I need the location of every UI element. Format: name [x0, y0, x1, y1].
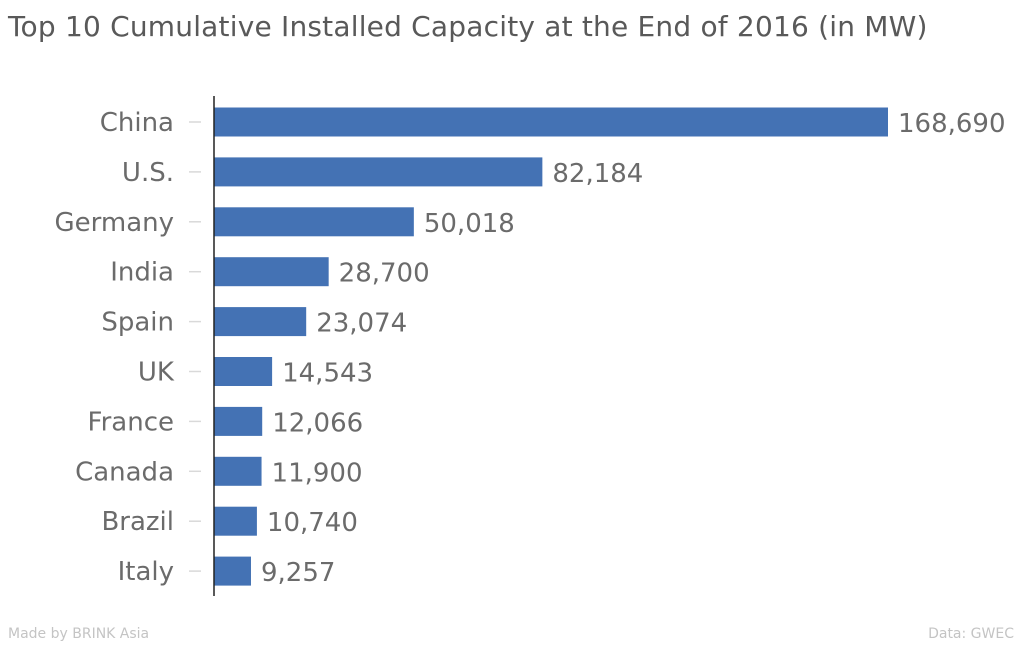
- bar-u-s: [214, 157, 543, 187]
- bar-india: [214, 257, 329, 287]
- value-label: 11,900: [272, 458, 363, 488]
- chart-title: Top 10 Cumulative Installed Capacity at …: [8, 10, 928, 43]
- bar-italy: [214, 556, 251, 586]
- source-text: Data: GWEC: [928, 626, 1014, 642]
- value-label: 10,740: [267, 508, 358, 538]
- tick-marks-layer: [189, 121, 201, 572]
- bar-germany: [214, 207, 414, 237]
- value-label: 28,700: [339, 259, 430, 289]
- bar-france: [214, 406, 263, 436]
- bar-spain: [214, 307, 307, 337]
- category-label: France: [88, 407, 174, 437]
- category-label: UK: [138, 358, 175, 388]
- credit-text: Made by BRINK Asia: [8, 626, 150, 642]
- category-labels-layer: China U.S. Germany India Spain UK France Canada…: [54, 108, 174, 587]
- category-label: China: [100, 108, 174, 138]
- category-label: India: [110, 258, 174, 288]
- value-labels-layer: 168,690 82,184 50,018 28,700 23,074 14,543 12,…: [261, 109, 1006, 588]
- bar-brazil: [214, 506, 257, 536]
- bar-china: [214, 107, 888, 137]
- value-label: 168,690: [898, 109, 1006, 139]
- value-label: 14,543: [282, 359, 373, 389]
- value-label: 9,257: [261, 558, 335, 588]
- value-label: 12,066: [272, 408, 363, 438]
- value-label: 50,018: [424, 209, 515, 239]
- bar-canada: [214, 456, 262, 486]
- category-label: Germany: [54, 208, 174, 238]
- category-label: Italy: [118, 557, 174, 587]
- value-label: 82,184: [552, 159, 643, 189]
- bar-uk: [214, 357, 273, 386]
- category-label: Spain: [101, 308, 174, 338]
- value-label: 23,074: [316, 309, 407, 339]
- bars-layer: [214, 107, 888, 586]
- category-label: U.S.: [122, 158, 174, 188]
- category-label: Canada: [75, 457, 174, 487]
- category-label: Brazil: [101, 507, 174, 537]
